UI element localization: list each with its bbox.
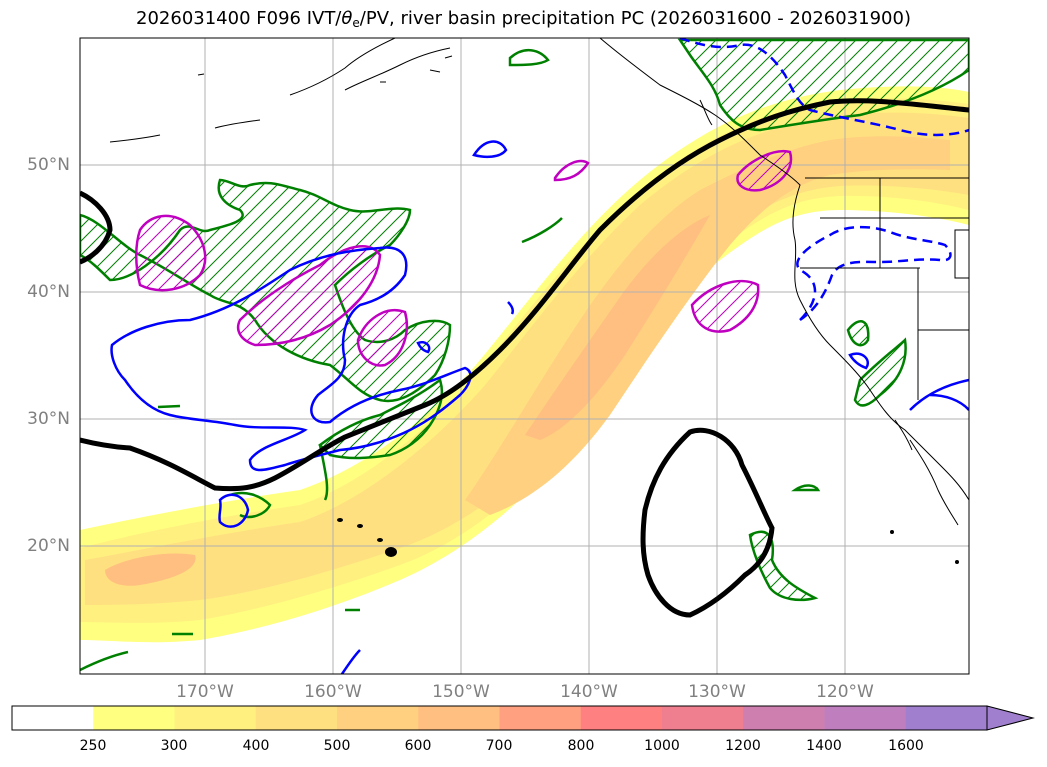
map-panel: [80, 38, 969, 674]
lon-label-140w: 140°W: [560, 682, 618, 702]
pv-contour-main: [80, 98, 969, 492]
colorbar-label-1000: 1000: [644, 738, 680, 754]
ivt-fill: [80, 86, 969, 643]
colorbar-cell: [743, 706, 825, 730]
island-maui: [377, 538, 383, 542]
blue-contours: [110, 140, 969, 674]
island-small: [955, 560, 959, 564]
green-contours: [80, 49, 821, 672]
blue-dashed-north: [679, 38, 969, 137]
blue-dashed-contours: [679, 38, 969, 322]
colorbar-label-600: 600: [404, 738, 432, 754]
coast-bc-na: [599, 38, 969, 501]
colorbar-cell: [93, 706, 175, 730]
island-hawaii: [385, 547, 397, 557]
lat-label-40: 40°N: [27, 282, 70, 302]
colorbar-cells: [12, 706, 988, 730]
magenta-region-3: [356, 309, 409, 367]
colorbar-label-700: 700: [485, 738, 513, 754]
islands: [337, 518, 959, 564]
green-region-south-coast: [853, 337, 907, 407]
magenta-contour-small: [553, 159, 590, 182]
colorbar-label-500: 500: [323, 738, 351, 754]
magenta-region-1: [135, 214, 207, 292]
magenta-region-4: [690, 279, 760, 333]
map-frame: [79, 37, 970, 675]
blue-contour-small-3: [218, 493, 250, 528]
colorbar-cell: [580, 706, 663, 730]
colorbar-cell: [905, 706, 988, 730]
colorbar-cell: [662, 706, 744, 730]
ivt-400: [85, 112, 969, 606]
green-contour-6: [791, 484, 821, 492]
colorbar-label-250: 250: [79, 738, 107, 754]
map-title: 2026031400 F096 IVT/θe/PV, river basin p…: [136, 8, 911, 30]
colorbar: [11, 705, 1035, 731]
ivt-600: [525, 215, 710, 440]
colorbar-label-1400: 1400: [806, 738, 842, 754]
magenta-region-2: [236, 245, 382, 347]
green-contour-3: [521, 217, 563, 244]
green-contour-5: [80, 650, 129, 672]
colorbar-extend-arrow: [986, 705, 1035, 731]
lat-label-30: 30°N: [27, 409, 70, 429]
green-region-nw: [677, 38, 969, 132]
colorbar-cell: [824, 706, 907, 730]
blue-contour-small-1: [472, 140, 508, 159]
lon-label-130w: 130°W: [688, 682, 746, 702]
colorbar-cell: [174, 706, 257, 730]
island-guadalupe: [890, 530, 894, 534]
island-oahu: [357, 524, 363, 528]
lat-label-50: 50°N: [27, 155, 70, 175]
border-box: [954, 229, 969, 279]
green-region-coast: [846, 320, 870, 347]
colorbar-label-1200: 1200: [725, 738, 761, 754]
blue-contour-south: [340, 649, 361, 674]
colorbar-label-800: 800: [567, 738, 595, 754]
lon-label-150w: 150°W: [432, 682, 490, 702]
pv-contour-south-loop: [640, 427, 775, 618]
green-contour-7: [157, 404, 181, 409]
lat-label-20: 20°N: [27, 536, 70, 556]
blue-contour-se: [909, 378, 969, 411]
blue-contour-east: [929, 393, 969, 411]
blue-dashed-inland: [796, 225, 952, 322]
border-states: [800, 178, 969, 400]
ivt-600-west: [105, 553, 196, 586]
coast-haida: [699, 99, 713, 126]
colorbar-label-1600: 1600: [888, 738, 924, 754]
colorbar-cell: [12, 706, 94, 730]
colorbar-cell: [255, 706, 338, 730]
pv-contour-west-loop: [80, 190, 113, 265]
colorbar-label-300: 300: [160, 738, 188, 754]
blue-contour-west: [110, 246, 472, 472]
coast-mexico-baja: [894, 419, 959, 526]
blue-contour-small-2: [416, 341, 431, 354]
coast-alaska: [109, 38, 453, 143]
blue-contour-coast: [848, 352, 869, 370]
blue-contour-tiny: [507, 301, 515, 315]
lon-label-170w: 170°W: [176, 682, 234, 702]
colorbar-cell: [337, 706, 419, 730]
green-contour-4: [508, 49, 550, 67]
lon-label-120w: 120°W: [816, 682, 874, 702]
colorbar-label-400: 400: [242, 738, 270, 754]
ivt-500: [465, 136, 950, 516]
island-kauai: [337, 518, 343, 522]
green-contour-1: [229, 491, 272, 519]
magenta-hatched-regions: [135, 149, 793, 367]
coastlines: [109, 38, 969, 526]
colorbar-cell: [499, 706, 582, 730]
pv-contours: [80, 98, 969, 618]
colorbar-cell: [418, 706, 500, 730]
lon-label-160w: 160°W: [304, 682, 362, 702]
